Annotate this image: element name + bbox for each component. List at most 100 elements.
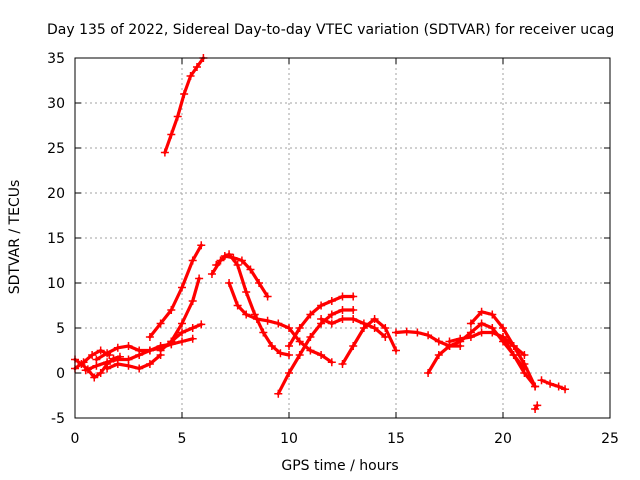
data-point bbox=[276, 349, 285, 358]
data-point bbox=[520, 360, 529, 368]
data-point bbox=[197, 241, 206, 250]
data-point bbox=[327, 310, 336, 319]
data-point bbox=[178, 328, 186, 337]
data-point bbox=[477, 319, 486, 328]
data-point bbox=[156, 346, 165, 355]
data-point bbox=[338, 306, 347, 314]
data-point bbox=[533, 401, 542, 410]
data-point bbox=[381, 333, 390, 341]
data-point bbox=[434, 337, 443, 346]
data-point bbox=[160, 148, 169, 157]
x-tick-label: 20 bbox=[494, 431, 512, 447]
data-point bbox=[546, 379, 555, 388]
data-point bbox=[186, 72, 195, 80]
data-point bbox=[466, 319, 475, 328]
y-tick-label: 20 bbox=[47, 186, 65, 202]
data-point bbox=[392, 328, 400, 337]
data-point bbox=[96, 346, 105, 355]
data-point bbox=[424, 331, 433, 340]
data-point bbox=[445, 337, 454, 346]
y-tick-label: 5 bbox=[56, 321, 65, 337]
x-tick-label: 15 bbox=[387, 431, 405, 447]
x-tick-label: 0 bbox=[71, 431, 80, 447]
data-point bbox=[233, 301, 242, 310]
data-point bbox=[263, 316, 272, 325]
y-tick-label: 15 bbox=[47, 231, 65, 247]
data-point bbox=[259, 328, 268, 337]
data-point bbox=[466, 333, 475, 341]
data-point bbox=[327, 297, 336, 305]
data-point bbox=[561, 385, 570, 394]
data-point bbox=[488, 310, 497, 319]
data-point bbox=[124, 361, 133, 370]
data-point bbox=[295, 337, 304, 346]
data-point bbox=[242, 288, 251, 296]
data-point bbox=[349, 342, 358, 350]
data-point bbox=[180, 90, 189, 98]
data-point bbox=[188, 334, 197, 343]
data-point bbox=[338, 292, 347, 301]
series-arc-12 bbox=[225, 279, 336, 367]
data-point bbox=[242, 310, 251, 319]
series-arc-23 bbox=[531, 401, 542, 413]
data-point bbox=[317, 351, 326, 359]
data-point bbox=[167, 130, 176, 139]
data-point bbox=[317, 301, 326, 310]
y-tick-label: -5 bbox=[51, 411, 65, 427]
data-point bbox=[255, 279, 264, 287]
chart-title: Day 135 of 2022, Sidereal Day-to-day VTE… bbox=[47, 22, 614, 38]
series-trace bbox=[94, 337, 195, 362]
series-arc-14 bbox=[285, 292, 358, 350]
data-point bbox=[145, 346, 154, 355]
data-point bbox=[338, 315, 347, 323]
data-point bbox=[338, 360, 347, 368]
data-series bbox=[71, 54, 570, 413]
data-point bbox=[135, 364, 144, 373]
data-point bbox=[220, 252, 229, 260]
data-point bbox=[188, 256, 197, 265]
series-arc-22 bbox=[537, 376, 570, 394]
data-point bbox=[349, 292, 358, 301]
data-point bbox=[306, 346, 315, 355]
x-axis-title: GPS time / hours bbox=[281, 458, 398, 474]
data-point bbox=[456, 334, 465, 343]
data-point bbox=[90, 373, 99, 382]
data-point bbox=[349, 315, 358, 323]
data-point bbox=[167, 337, 176, 346]
data-point bbox=[246, 265, 255, 274]
data-point bbox=[145, 360, 154, 368]
data-point bbox=[306, 333, 315, 341]
data-point bbox=[103, 349, 112, 358]
data-point bbox=[554, 382, 563, 391]
data-point bbox=[145, 333, 154, 341]
data-point bbox=[103, 364, 112, 373]
series-arc-5 bbox=[103, 351, 165, 373]
data-point bbox=[81, 366, 90, 375]
data-point bbox=[306, 310, 315, 319]
data-point bbox=[178, 337, 186, 346]
data-point bbox=[79, 358, 88, 367]
x-tick-label: 10 bbox=[280, 431, 298, 447]
series-trace bbox=[501, 335, 537, 389]
data-point bbox=[520, 351, 529, 359]
series-arc-11 bbox=[212, 252, 272, 301]
data-point bbox=[113, 360, 122, 368]
series-trace bbox=[169, 322, 203, 344]
data-point bbox=[113, 343, 122, 352]
data-point bbox=[499, 333, 507, 341]
data-point bbox=[434, 351, 443, 359]
data-point bbox=[537, 376, 546, 385]
data-point bbox=[173, 112, 182, 121]
data-point bbox=[285, 351, 293, 359]
data-point bbox=[402, 327, 411, 336]
series-trace bbox=[340, 317, 398, 366]
data-point bbox=[167, 306, 176, 314]
data-point bbox=[285, 342, 293, 350]
data-point bbox=[499, 324, 507, 332]
data-point bbox=[531, 382, 540, 391]
data-point bbox=[178, 283, 186, 292]
data-point bbox=[212, 261, 221, 269]
data-point bbox=[267, 342, 276, 350]
